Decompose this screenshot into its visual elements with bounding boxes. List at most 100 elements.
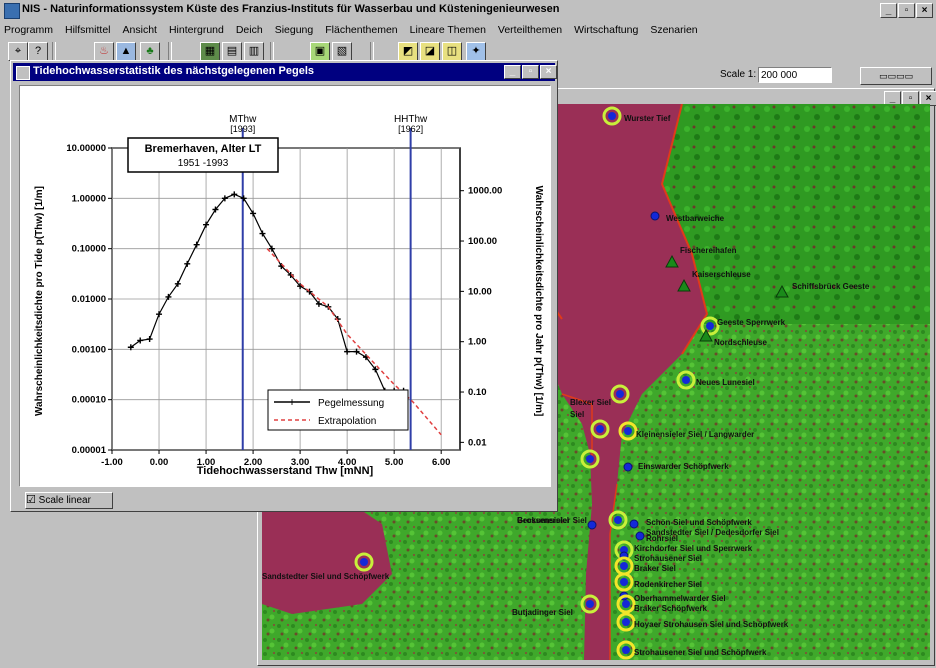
map-point-marker[interactable]: [360, 558, 368, 566]
layers-icon[interactable]: ▥: [244, 42, 264, 61]
map-green-ring-marker[interactable]: [580, 449, 600, 469]
menu-wirtschaftung[interactable]: Wirtschaftung: [574, 24, 639, 36]
menu-siegung[interactable]: Siegung: [274, 24, 314, 36]
map-yellow-ring-marker[interactable]: [616, 640, 636, 660]
menu-ansicht[interactable]: Ansicht: [122, 24, 157, 36]
map-green-ring-marker[interactable]: [700, 316, 720, 336]
map-label: Hoyaer Strohausen Siel und Schöpfwerk: [634, 620, 789, 629]
map-green-ring-marker[interactable]: [608, 510, 628, 530]
picture-icon[interactable]: ▣: [310, 42, 330, 61]
map-triangle-marker[interactable]: [775, 284, 789, 298]
data-point: [259, 230, 266, 237]
map-green-ring-marker[interactable]: [590, 419, 610, 439]
map-point-marker[interactable]: [623, 462, 633, 472]
landscape-icon[interactable]: ▲: [116, 42, 136, 61]
map-point-marker[interactable]: [635, 531, 645, 541]
map-yellow-ring-marker[interactable]: [616, 594, 636, 614]
x-axis-label: Tidehochwasserstand Thw [mNN]: [197, 465, 374, 477]
map-point-marker[interactable]: [624, 427, 632, 435]
menu-programm[interactable]: Programm: [4, 24, 54, 36]
map-stack-icon[interactable]: ◩: [398, 42, 418, 61]
scale-input[interactable]: [758, 67, 832, 83]
map-triangle-marker[interactable]: [677, 278, 691, 292]
map-point-marker[interactable]: [620, 578, 628, 586]
scale-linear-checkbox[interactable]: ☑ Scale linear: [25, 492, 113, 509]
checkbox-mark[interactable]: ☑: [26, 494, 36, 506]
map-point-marker[interactable]: [622, 618, 630, 626]
menu-deich[interactable]: Deich: [235, 24, 263, 36]
dike-line: [609, 483, 618, 660]
x-tick-label: 3.00: [291, 457, 310, 468]
y-tick-label-right: 10.00: [468, 286, 492, 297]
chart-maximize-button[interactable]: ▫: [522, 65, 539, 79]
map-point-marker[interactable]: [682, 376, 690, 384]
grid-icon[interactable]: ▦: [200, 42, 220, 61]
station-period: 1951 -1993: [178, 158, 229, 169]
close-button[interactable]: ×: [916, 3, 933, 18]
data-point: [203, 221, 210, 228]
map-green-ring-marker[interactable]: [676, 370, 696, 390]
map-green-ring-marker[interactable]: [354, 552, 374, 572]
map-label: Kleinensieler Siel / Langwarder: [636, 430, 754, 439]
map-point-marker[interactable]: [706, 322, 714, 330]
map-yellow-ring-marker[interactable]: [614, 572, 634, 592]
map-label: Nordschleuse: [714, 338, 767, 347]
help-icon[interactable]: ?: [28, 42, 48, 61]
chart-minimize-button[interactable]: _: [504, 65, 521, 79]
minimize-button[interactable]: _: [880, 3, 897, 18]
map-yellow-ring-marker[interactable]: [618, 421, 638, 441]
zoom-buttons[interactable]: ▭▭▭▭: [860, 67, 932, 85]
map-label: Schiffsbrück Geeste: [792, 282, 870, 291]
map-point-marker[interactable]: [596, 425, 604, 433]
map-point-marker[interactable]: [622, 646, 630, 654]
toolbar-separator: [370, 42, 374, 60]
map-triangle-marker[interactable]: [665, 254, 679, 268]
map-point-marker[interactable]: [622, 600, 630, 608]
map-green-ring-marker[interactable]: [610, 384, 630, 404]
menu-flaechenthemen[interactable]: Flächenthemen: [325, 24, 398, 36]
tidal-statistics-window: Tidehochwasserstatistik des nächstgelege…: [10, 60, 558, 512]
menu-lineare-themen[interactable]: Lineare Themen: [409, 24, 486, 36]
map-point-marker[interactable]: [608, 112, 616, 120]
data-point: [268, 245, 275, 252]
data-point: [353, 348, 360, 355]
map-label: Wurster Tief: [624, 114, 671, 123]
map-point-marker[interactable]: [586, 600, 594, 608]
map-point-marker[interactable]: [650, 211, 660, 221]
app-title-bar: NIS - Naturinformationssystem Küste des …: [0, 0, 936, 20]
menu-hilfsmittel[interactable]: Hilfsmittel: [65, 24, 111, 36]
map-labels: Wurster Tief Westbarweiche Fischereihafen K…: [262, 114, 870, 657]
map-triangle-marker[interactable]: [699, 328, 713, 342]
station-box: [127, 137, 279, 173]
map-label: Siel: [570, 410, 584, 419]
dike-line: [561, 393, 593, 460]
map-point-marker[interactable]: [629, 519, 639, 529]
map-yellow-ring-marker[interactable]: [616, 612, 636, 632]
map-point-marker[interactable]: [620, 562, 628, 570]
map-point-marker[interactable]: [586, 455, 594, 463]
map-point-marker[interactable]: [614, 516, 622, 524]
chart-close-button[interactable]: ×: [540, 65, 557, 79]
palette-icon[interactable]: ♨: [94, 42, 114, 61]
y-tick-label-right: 1.00: [468, 337, 487, 348]
chart-axes: -1.00 0.00 1.00 2.00 3.00 4.00 5.00 6.00 0.00001…: [66, 143, 502, 468]
legend-entry-pegelmessung: Pegelmessung: [318, 398, 384, 409]
compass-icon[interactable]: ✦: [466, 42, 486, 61]
pointer-icon[interactable]: ⌖: [8, 42, 28, 61]
menu-szenarien[interactable]: Szenarien: [650, 24, 698, 36]
data-point: [156, 311, 163, 318]
table-icon[interactable]: ▤: [222, 42, 242, 61]
maximize-button[interactable]: ▫: [898, 3, 915, 18]
map-green-ring-marker[interactable]: [580, 594, 600, 614]
menu-hintergrund[interactable]: Hintergrund: [168, 24, 224, 36]
menu-verteilthemen[interactable]: Verteilthemen: [497, 24, 563, 36]
tree-icon[interactable]: ♣: [140, 42, 160, 61]
map-edit-icon[interactable]: ◫: [442, 42, 462, 61]
map-point-marker[interactable]: [587, 520, 597, 530]
map-icon[interactable]: ▧: [332, 42, 352, 61]
reference-line-label: MThw: [229, 114, 257, 125]
scale-label: Scale 1:: [720, 69, 757, 80]
map-edit-icon[interactable]: ◪: [420, 42, 440, 61]
map-point-marker[interactable]: [616, 390, 624, 398]
map-green-ring-marker[interactable]: [602, 106, 622, 126]
